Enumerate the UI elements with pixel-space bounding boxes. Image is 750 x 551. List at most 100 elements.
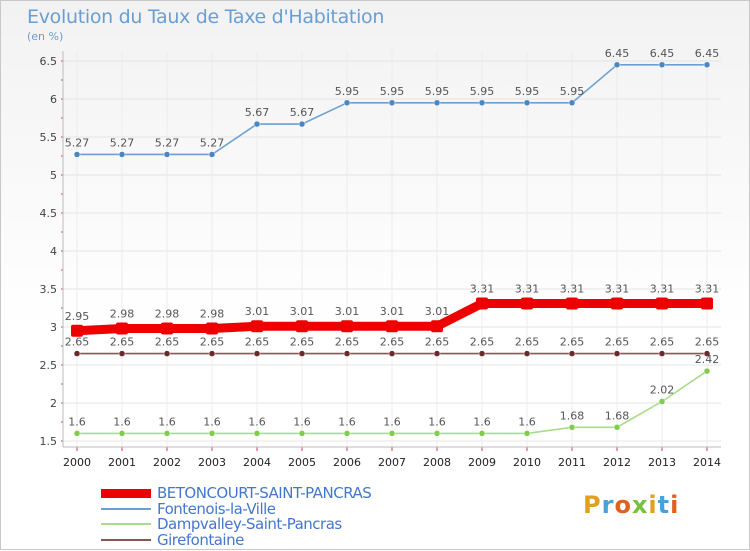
data-label: 5.67 xyxy=(245,106,270,119)
data-label: 5.27 xyxy=(155,136,180,149)
legend-item-girefontaine: Girefontaine xyxy=(101,531,501,549)
data-label: 1.6 xyxy=(518,415,536,428)
data-point xyxy=(433,430,441,437)
data-label: 3.01 xyxy=(425,305,450,318)
data-point xyxy=(118,430,126,437)
data-label: 2.65 xyxy=(425,336,450,349)
data-point xyxy=(521,297,533,310)
data-label: 3.01 xyxy=(380,305,405,318)
data-point xyxy=(523,430,531,437)
data-label: 5.27 xyxy=(110,136,135,149)
data-label: 2.65 xyxy=(335,336,360,349)
y-tick-label: 2 xyxy=(50,397,57,410)
data-label: 2.65 xyxy=(65,336,90,349)
data-label: 6.45 xyxy=(650,47,675,60)
y-tick-label: 5.5 xyxy=(40,131,58,144)
data-point xyxy=(388,430,396,437)
data-label: 1.6 xyxy=(338,415,356,428)
data-label: 2.65 xyxy=(200,336,225,349)
data-label: 2.65 xyxy=(605,336,630,349)
data-point xyxy=(298,120,306,128)
x-tick-label: 2012 xyxy=(603,456,631,469)
data-label: 2.65 xyxy=(515,336,540,349)
y-tick-label: 3 xyxy=(50,321,57,334)
x-tick-label: 2004 xyxy=(243,456,271,469)
data-point xyxy=(343,99,351,107)
data-label: 5.95 xyxy=(380,85,405,98)
data-point xyxy=(388,99,396,107)
legend-label: BETONCOURT-SAINT-PANCRAS xyxy=(157,484,372,502)
x-tick-label: 2001 xyxy=(108,456,136,469)
data-label: 1.6 xyxy=(158,415,176,428)
data-label: 5.67 xyxy=(290,106,315,119)
y-tick-label: 4 xyxy=(50,245,57,258)
x-tick-label: 2007 xyxy=(378,456,406,469)
data-point xyxy=(658,350,666,357)
data-label: 5.27 xyxy=(65,136,90,149)
legend-swatch xyxy=(101,508,151,510)
data-point xyxy=(118,151,126,158)
data-point xyxy=(523,99,531,107)
data-point xyxy=(478,350,486,357)
data-point xyxy=(613,61,621,69)
data-point xyxy=(341,320,353,333)
data-point xyxy=(386,320,398,333)
y-tick-label: 6 xyxy=(50,93,57,106)
data-point xyxy=(73,151,81,158)
logo-letter: t xyxy=(657,491,671,519)
data-label: 5.95 xyxy=(335,85,360,98)
data-point xyxy=(658,61,666,69)
data-label: 1.68 xyxy=(560,409,585,422)
legend-swatch xyxy=(101,539,151,541)
data-label: 2.65 xyxy=(470,336,495,349)
legend-item-dampvalley: Dampvalley-Saint-Pancras xyxy=(101,515,501,533)
data-point xyxy=(703,61,711,69)
data-label: 6.45 xyxy=(605,47,630,60)
data-point xyxy=(703,350,711,357)
data-point xyxy=(613,350,621,357)
data-label: 2.42 xyxy=(695,353,720,366)
data-point xyxy=(296,320,308,333)
data-point xyxy=(568,99,576,107)
data-label: 5.95 xyxy=(425,85,450,98)
y-tick-label: 3.5 xyxy=(40,283,58,296)
data-label: 2.65 xyxy=(695,336,720,349)
legend-label: Fontenois-la-Ville xyxy=(157,500,276,518)
data-label: 3.31 xyxy=(695,282,720,295)
proxiti-logo: Proxiti xyxy=(583,491,679,519)
data-point xyxy=(298,430,306,437)
data-label: 2.98 xyxy=(200,308,225,321)
data-point xyxy=(253,430,261,437)
data-point xyxy=(298,350,306,357)
x-tick-label: 2006 xyxy=(333,456,361,469)
x-tick-label: 2013 xyxy=(648,456,676,469)
data-label: 2.65 xyxy=(380,336,405,349)
data-point xyxy=(118,350,126,357)
x-tick-label: 2011 xyxy=(558,456,586,469)
data-label: 2.02 xyxy=(650,383,675,396)
logo-letter: P xyxy=(583,491,602,519)
data-point xyxy=(71,324,83,337)
data-point xyxy=(656,297,668,310)
data-label: 2.95 xyxy=(65,310,90,323)
y-tick-label: 1.5 xyxy=(40,435,58,448)
data-label: 2.65 xyxy=(290,336,315,349)
data-point xyxy=(701,297,713,310)
y-tick-label: 2.5 xyxy=(40,359,58,372)
data-point xyxy=(251,320,263,333)
legend-swatch xyxy=(101,523,151,525)
data-point xyxy=(568,350,576,357)
data-label: 1.6 xyxy=(248,415,266,428)
data-point xyxy=(433,99,441,107)
logo-letter: i xyxy=(648,491,658,519)
data-label: 6.45 xyxy=(695,47,720,60)
data-point xyxy=(658,398,666,405)
legend-item-fontenois: Fontenois-la-Ville xyxy=(101,500,501,518)
data-point xyxy=(206,322,218,335)
data-point xyxy=(611,297,623,310)
data-label: 5.95 xyxy=(560,85,585,98)
data-point xyxy=(73,350,81,357)
data-point xyxy=(253,350,261,357)
